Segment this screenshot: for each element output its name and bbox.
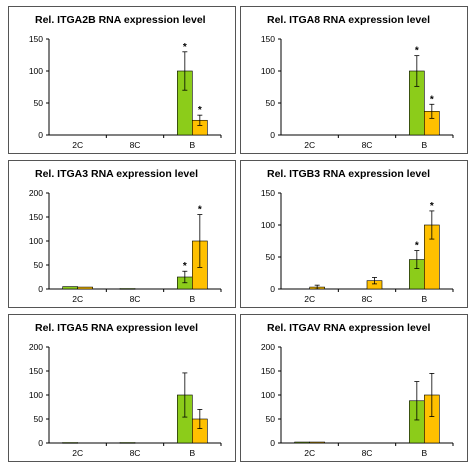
x-tick-label: 2C — [304, 140, 315, 150]
y-tick-label: 150 — [261, 366, 275, 376]
y-tick-label: 200 — [29, 188, 43, 198]
y-tick-label: 50 — [266, 98, 276, 108]
y-tick-label: 100 — [261, 390, 275, 400]
bar-series-1 — [119, 442, 136, 444]
chart-svg: Rel. ITGA2B RNA expression level 0 50 100 15… — [29, 14, 222, 150]
chart-svg: Rel. ITGA3 RNA expression level 0 50 100 150… — [29, 168, 222, 304]
y-tick-label: 50 — [34, 260, 44, 270]
x-tick-label: 8C — [362, 448, 373, 458]
bar-series-2 — [309, 441, 325, 444]
x-tick-label: B — [189, 140, 195, 150]
y-tick-label: 50 — [34, 414, 44, 424]
y-tick-label: 200 — [29, 342, 43, 352]
chart-title: Rel. ITGA5 RNA expression level — [35, 322, 198, 334]
y-tick-label: 200 — [261, 342, 275, 352]
bar-series-1 — [294, 441, 310, 444]
chart-svg: Rel. ITGA8 RNA expression level 0 50 100 150… — [261, 14, 454, 150]
y-tick-label: 50 — [34, 98, 44, 108]
bar-series-1 — [62, 286, 78, 290]
y-tick-label: 50 — [266, 252, 276, 262]
chart-svg: Rel. ITGA5 RNA expression level 0 50 100 150… — [29, 322, 222, 458]
chart-panel-itga3: Rel. ITGA3 RNA expression level 0 50 100 150… — [8, 160, 236, 308]
bar-series-1 — [62, 442, 78, 444]
chart-svg: Rel. ITGAV RNA expression level 0 50 100 150… — [261, 322, 454, 458]
y-tick-label: 0 — [38, 438, 43, 448]
y-tick-label: 0 — [38, 130, 43, 140]
x-tick-label: 2C — [72, 448, 83, 458]
y-tick-label: 150 — [261, 34, 275, 44]
x-tick-label: B — [189, 448, 195, 458]
y-tick-label: 150 — [29, 212, 43, 222]
significance-star: * — [198, 205, 202, 216]
significance-star: * — [183, 42, 187, 53]
x-tick-label: 8C — [130, 448, 141, 458]
y-tick-label: 0 — [38, 284, 43, 294]
x-tick-label: B — [421, 448, 427, 458]
chart-panel-itgb3: Rel. ITGB3 RNA expression level 0 50 100 150… — [240, 160, 468, 308]
y-tick-label: 150 — [29, 366, 43, 376]
chart-title: Rel. ITGA2B RNA expression level — [35, 14, 206, 26]
y-tick-label: 50 — [266, 414, 276, 424]
y-tick-label: 100 — [29, 66, 43, 76]
y-tick-label: 0 — [270, 130, 275, 140]
x-tick-label: 8C — [362, 140, 373, 150]
chart-title: Rel. ITGB3 RNA expression level — [267, 168, 430, 180]
significance-star: * — [183, 261, 187, 272]
significance-star: * — [198, 105, 202, 116]
x-tick-label: 2C — [304, 448, 315, 458]
bar-series-2 — [77, 286, 93, 290]
chart-title: Rel. ITGA3 RNA expression level — [35, 168, 198, 180]
chart-title: Rel. ITGA8 RNA expression level — [267, 14, 430, 26]
significance-star: * — [430, 201, 434, 212]
x-tick-label: 2C — [304, 294, 315, 304]
chart-panel-itga2b: Rel. ITGA2B RNA expression level 0 50 100 15… — [8, 6, 236, 154]
x-tick-label: B — [421, 294, 427, 304]
x-tick-label: 8C — [130, 294, 141, 304]
x-tick-label: 8C — [130, 140, 141, 150]
bar-series-1 — [119, 288, 136, 290]
y-tick-label: 100 — [261, 66, 275, 76]
x-tick-label: 2C — [72, 294, 83, 304]
x-tick-label: 8C — [362, 294, 373, 304]
significance-star: * — [415, 46, 419, 57]
y-tick-label: 0 — [270, 438, 275, 448]
y-tick-label: 100 — [261, 220, 275, 230]
significance-star: * — [415, 241, 419, 252]
y-tick-label: 100 — [29, 236, 43, 246]
chart-svg: Rel. ITGB3 RNA expression level 0 50 100 150… — [261, 168, 454, 304]
x-tick-label: B — [189, 294, 195, 304]
y-tick-label: 150 — [29, 34, 43, 44]
y-tick-label: 0 — [270, 284, 275, 294]
y-tick-label: 150 — [261, 188, 275, 198]
y-tick-label: 100 — [29, 390, 43, 400]
chart-title: Rel. ITGAV RNA expression level — [267, 322, 430, 334]
chart-panel-itga5: Rel. ITGA5 RNA expression level 0 50 100 150… — [8, 314, 236, 462]
chart-panel-itga8: Rel. ITGA8 RNA expression level 0 50 100 150… — [240, 6, 468, 154]
x-tick-label: B — [421, 140, 427, 150]
x-tick-label: 2C — [72, 140, 83, 150]
chart-panel-itgav: Rel. ITGAV RNA expression level 0 50 100 150… — [240, 314, 468, 462]
significance-star: * — [430, 94, 434, 105]
